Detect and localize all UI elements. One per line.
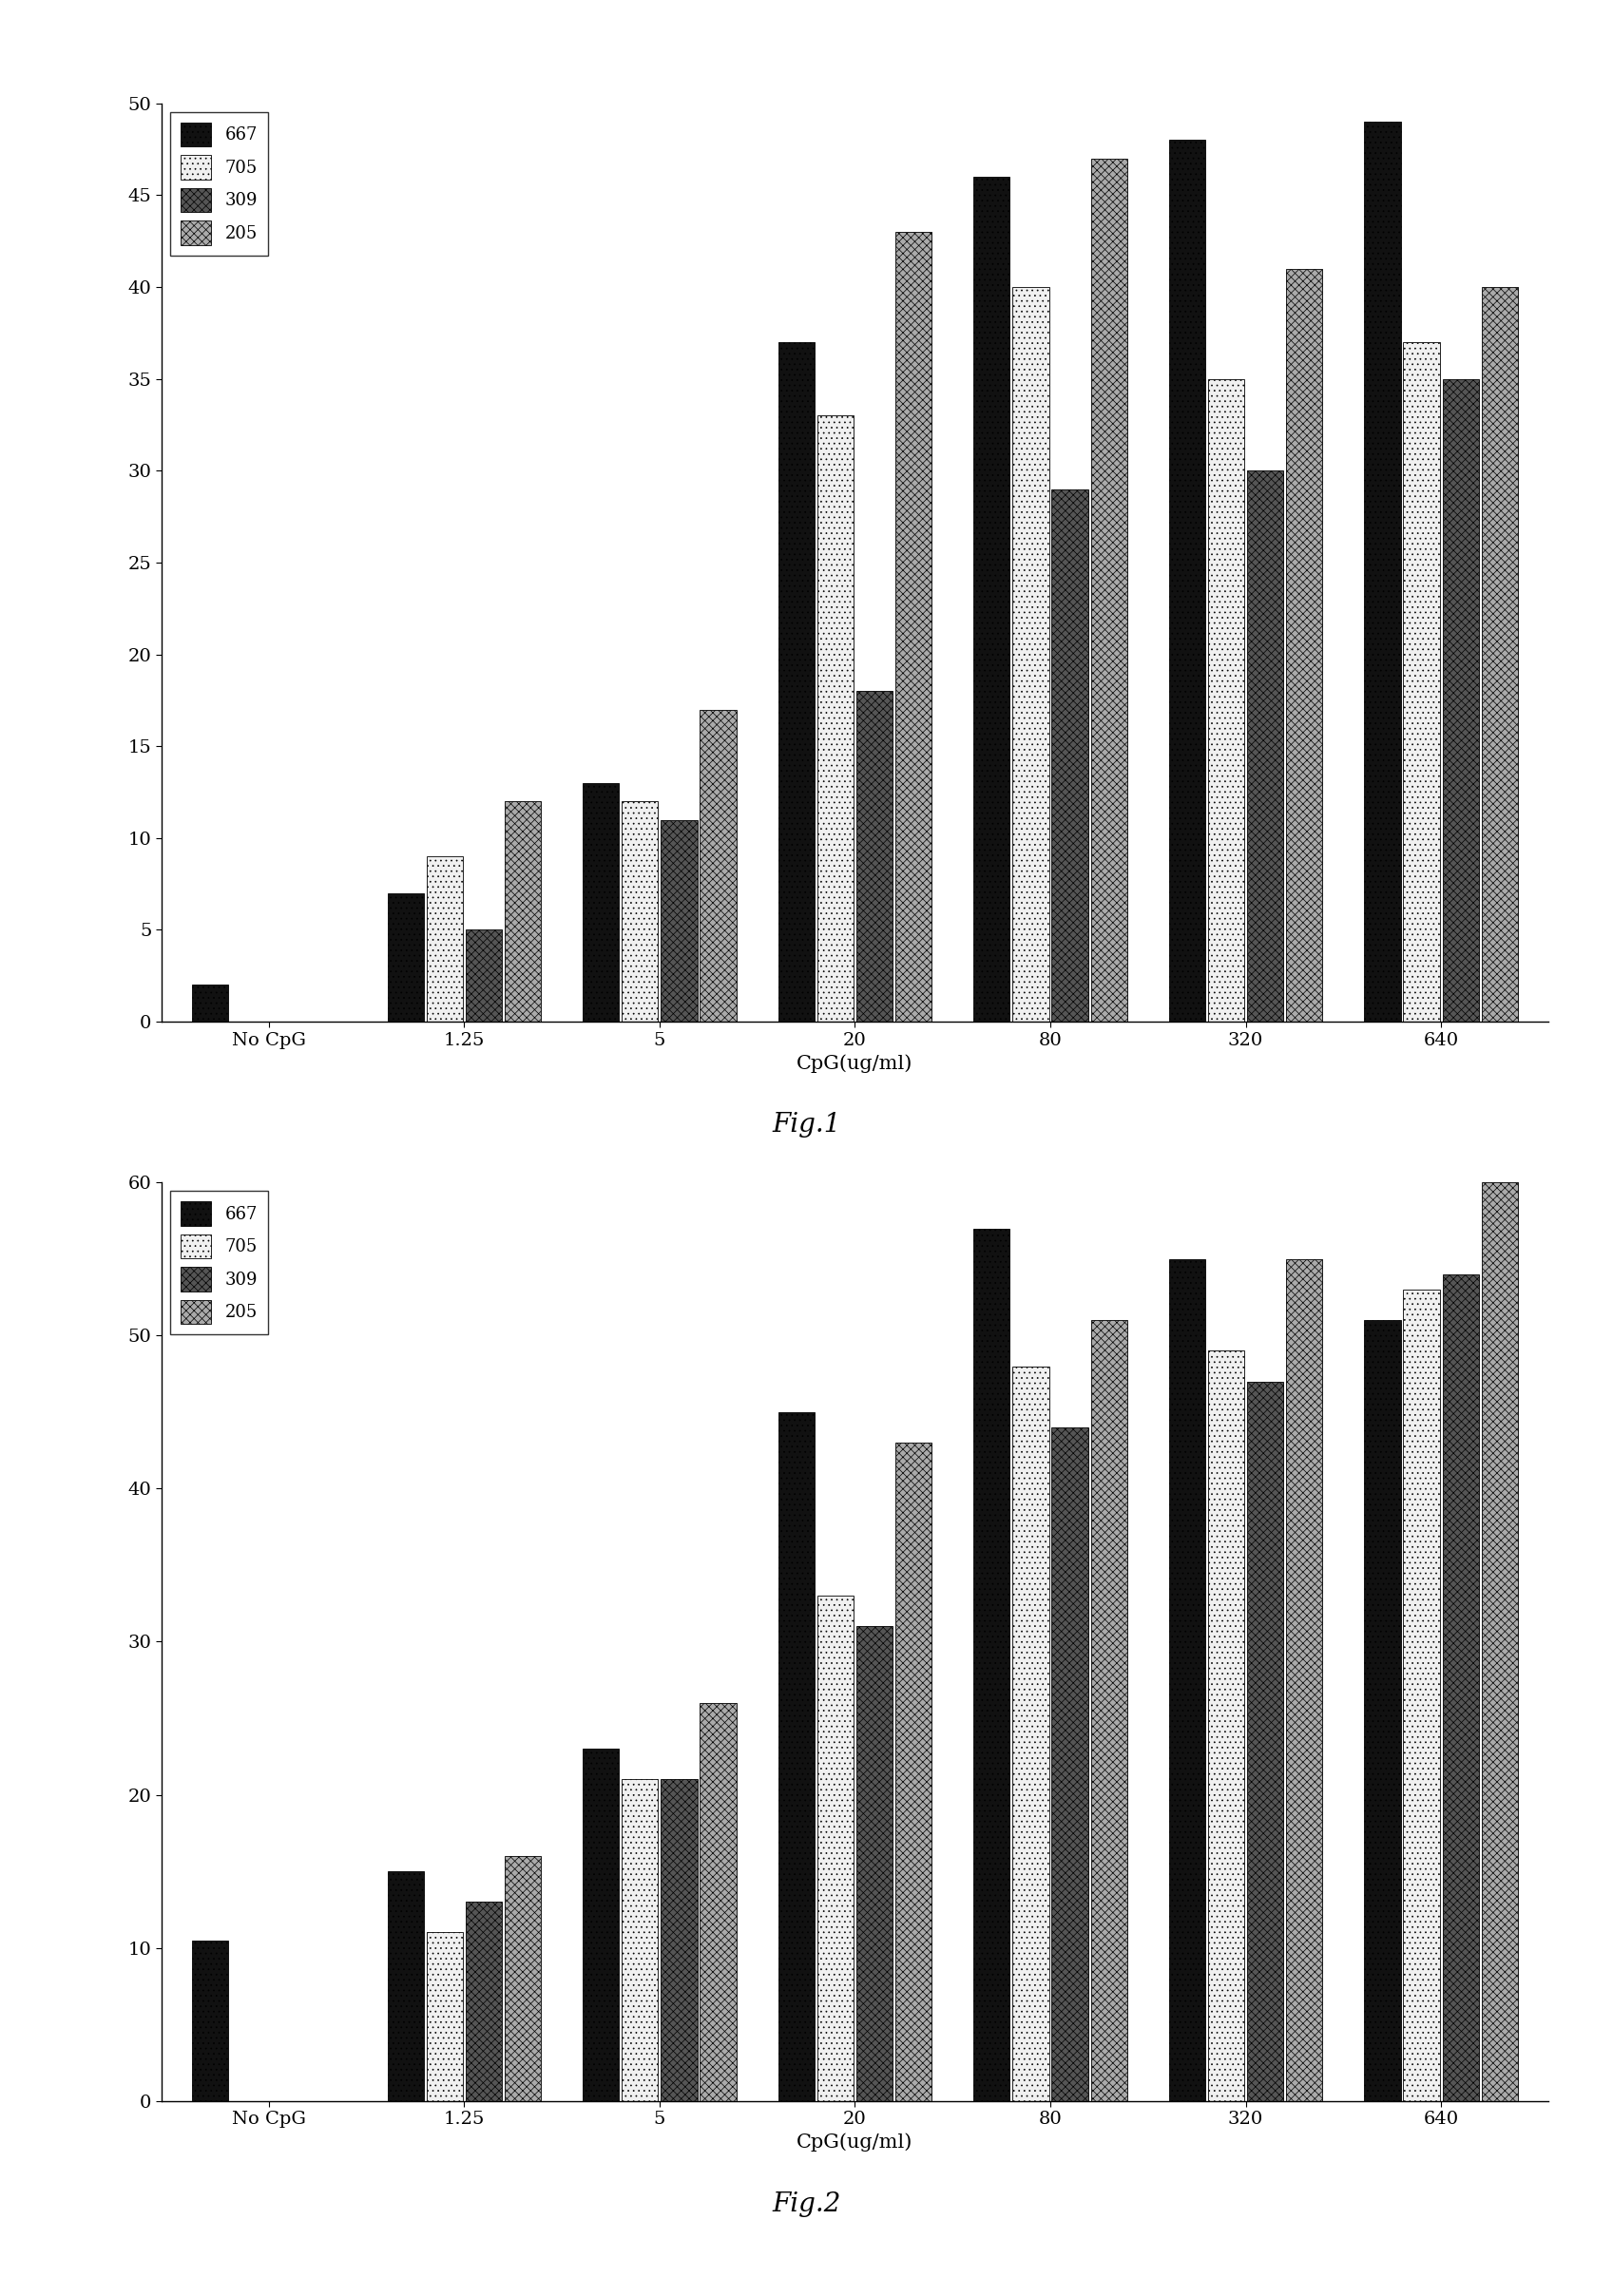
Bar xyxy=(192,985,229,1022)
Bar xyxy=(1013,287,1048,1022)
X-axis label: CpG(ug/ml): CpG(ug/ml) xyxy=(797,1054,913,1072)
Bar xyxy=(777,342,815,1022)
Bar xyxy=(1247,1382,1284,2101)
Bar xyxy=(1169,140,1205,1022)
Legend: 667, 705, 309, 205: 667, 705, 309, 205 xyxy=(169,113,268,255)
X-axis label: CpG(ug/ml): CpG(ug/ml) xyxy=(797,2133,913,2151)
Bar xyxy=(1208,379,1244,1022)
Bar xyxy=(974,177,1010,1022)
Text: Fig.2: Fig.2 xyxy=(773,2190,840,2218)
Bar xyxy=(621,1779,658,2101)
Bar xyxy=(1052,489,1089,1022)
Bar xyxy=(700,1704,736,2101)
Bar xyxy=(895,1442,932,2101)
Bar xyxy=(192,1940,229,2101)
Bar xyxy=(1247,471,1284,1022)
Bar xyxy=(1481,287,1518,1022)
Bar xyxy=(818,1596,853,2101)
Bar xyxy=(466,1901,502,2101)
Bar xyxy=(777,1412,815,2101)
Bar xyxy=(582,783,619,1022)
Text: Fig.1: Fig.1 xyxy=(773,1111,840,1139)
Bar xyxy=(466,930,502,1022)
Bar xyxy=(1442,379,1479,1022)
Bar xyxy=(857,1626,892,2101)
Bar xyxy=(895,232,932,1022)
Bar xyxy=(818,416,853,1022)
Bar xyxy=(426,856,463,1022)
Bar xyxy=(1013,1366,1048,2101)
Bar xyxy=(621,801,658,1022)
Bar xyxy=(857,691,892,1022)
Bar xyxy=(974,1228,1010,2101)
Bar xyxy=(661,820,697,1022)
Bar xyxy=(1286,269,1323,1022)
Bar xyxy=(426,1933,463,2101)
Bar xyxy=(1365,1320,1400,2101)
Bar xyxy=(505,801,540,1022)
Bar xyxy=(1403,342,1440,1022)
Bar xyxy=(1169,1258,1205,2101)
Legend: 667, 705, 309, 205: 667, 705, 309, 205 xyxy=(169,1192,268,1334)
Bar xyxy=(1442,1274,1479,2101)
Bar xyxy=(661,1779,697,2101)
Bar xyxy=(1090,158,1127,1022)
Bar xyxy=(387,893,424,1022)
Bar xyxy=(1481,1182,1518,2101)
Bar xyxy=(387,1871,424,2101)
Bar xyxy=(505,1855,540,2101)
Bar xyxy=(1090,1320,1127,2101)
Bar xyxy=(582,1750,619,2101)
Bar xyxy=(1286,1258,1323,2101)
Bar xyxy=(1403,1290,1440,2101)
Bar xyxy=(700,709,736,1022)
Bar xyxy=(1365,122,1400,1022)
Bar xyxy=(1208,1350,1244,2101)
Bar xyxy=(1052,1428,1089,2101)
